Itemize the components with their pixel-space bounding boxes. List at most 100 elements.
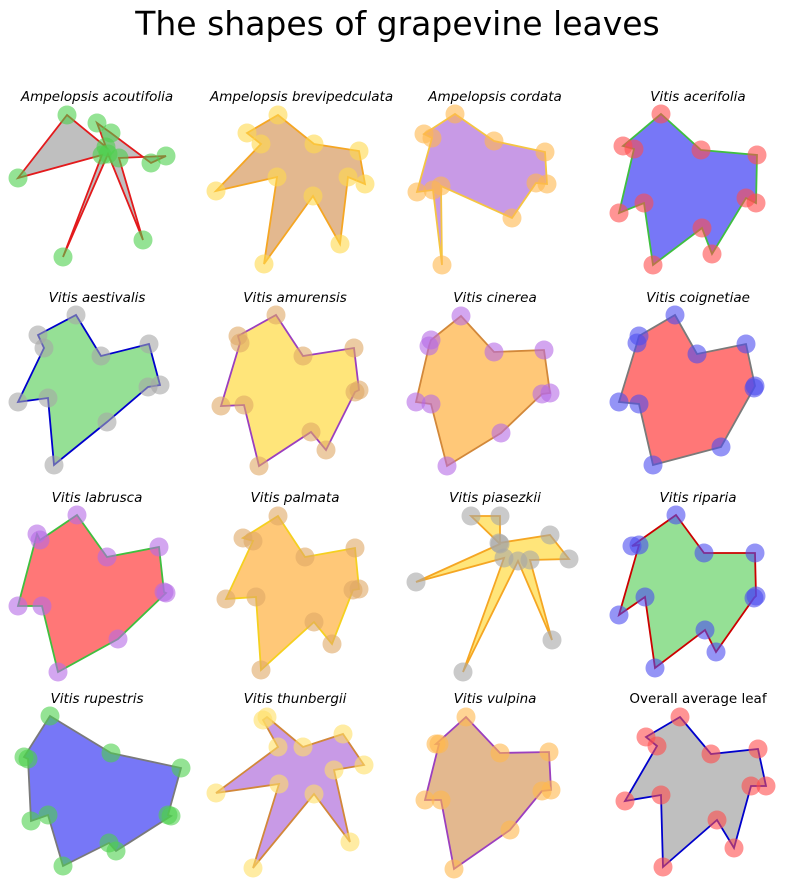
landmark-point bbox=[490, 743, 510, 763]
landmark-point bbox=[21, 811, 41, 831]
panel-title: Vitis acerifolia bbox=[650, 89, 746, 105]
landmark-point bbox=[206, 783, 226, 803]
landmark-point bbox=[295, 547, 315, 567]
landmark-point bbox=[437, 456, 457, 476]
leaf-plot bbox=[615, 707, 776, 877]
landmark-point bbox=[747, 145, 767, 165]
landmark-point bbox=[304, 134, 324, 154]
landmark-point bbox=[161, 806, 181, 826]
leaf-panel: Vitis thunbergii bbox=[206, 691, 380, 878]
landmark-point bbox=[156, 146, 176, 166]
landmark-point bbox=[349, 141, 369, 161]
landmark-point bbox=[99, 833, 119, 853]
leaf-panel: Vitis labrusca bbox=[8, 490, 182, 682]
landmark-point bbox=[304, 784, 324, 804]
landmark-point bbox=[340, 832, 360, 852]
landmark-point bbox=[216, 589, 236, 609]
landmark-point bbox=[461, 506, 481, 526]
leaf-panel: Vitis acerifolia bbox=[609, 89, 783, 275]
landmark-point bbox=[101, 123, 121, 143]
landmark-point bbox=[345, 538, 365, 558]
landmark-point bbox=[748, 739, 768, 759]
landmark-point bbox=[330, 234, 350, 254]
landmark-point bbox=[741, 776, 761, 796]
landmark-point bbox=[333, 724, 353, 744]
landmark-point bbox=[643, 455, 663, 475]
landmark-point bbox=[532, 781, 552, 801]
leaf-panel: Vitis rupestris bbox=[12, 691, 191, 876]
landmark-point bbox=[490, 534, 510, 554]
landmark-point bbox=[629, 394, 649, 414]
landmark-point bbox=[559, 549, 579, 569]
landmark-point bbox=[702, 244, 722, 264]
leaf-panel: Overall average leaf bbox=[613, 691, 783, 877]
landmark-point bbox=[324, 760, 344, 780]
leaf-plot bbox=[609, 305, 765, 475]
leaf-plot bbox=[609, 505, 766, 678]
landmark-point bbox=[141, 153, 161, 173]
landmark-point bbox=[421, 330, 441, 350]
landmark-point bbox=[502, 208, 522, 228]
landmark-point bbox=[97, 412, 117, 432]
panel-title: Vitis labrusca bbox=[51, 490, 143, 506]
panel-title: Vitis piasezkii bbox=[449, 490, 541, 506]
landmark-point bbox=[267, 167, 287, 187]
leaf-panel: Ampelopsis cordata bbox=[407, 89, 580, 275]
leaf-panel: Vitis coignetiae bbox=[609, 290, 783, 475]
landmark-point bbox=[484, 342, 504, 362]
landmark-point bbox=[28, 325, 48, 345]
landmark-point bbox=[526, 173, 546, 193]
landmark-point bbox=[251, 134, 271, 154]
landmark-point bbox=[48, 662, 68, 682]
leaf-panel: Vitis aestivalis bbox=[8, 290, 182, 475]
landmark-point bbox=[206, 181, 226, 201]
landmark-point bbox=[38, 388, 58, 408]
landmark-point bbox=[444, 859, 464, 879]
landmark-point bbox=[249, 456, 269, 476]
landmark-point bbox=[40, 706, 60, 726]
landmark-point bbox=[484, 131, 504, 151]
landmark-point bbox=[139, 334, 159, 354]
panel-title: Ampelopsis cordata bbox=[428, 89, 562, 105]
landmark-point bbox=[692, 218, 712, 238]
leaf-panel: Ampelopsis acoutifolia bbox=[8, 89, 182, 267]
landmark-point bbox=[707, 810, 727, 830]
leaf-plot bbox=[8, 105, 176, 267]
panel-title: Vitis thunbergii bbox=[243, 691, 347, 707]
landmark-point bbox=[622, 536, 642, 556]
landmark-point bbox=[615, 791, 635, 811]
landmark-point bbox=[171, 758, 191, 778]
panel-title: Vitis coignetiae bbox=[646, 290, 750, 306]
landmark-point bbox=[490, 506, 510, 526]
landmark-point bbox=[653, 857, 673, 877]
landmark-point bbox=[237, 123, 257, 143]
landmark-point bbox=[643, 255, 663, 275]
landmark-point bbox=[414, 124, 434, 144]
landmark-point bbox=[87, 113, 107, 133]
landmark-point bbox=[634, 193, 654, 213]
landmark-point bbox=[8, 168, 28, 188]
landmark-point bbox=[268, 105, 288, 125]
landmark-point bbox=[635, 587, 655, 607]
landmark-point bbox=[665, 305, 685, 325]
landmark-point bbox=[345, 382, 365, 402]
landmark-point bbox=[233, 528, 253, 548]
landmark-point bbox=[500, 820, 520, 840]
landmark-point bbox=[423, 180, 443, 200]
landmark-point bbox=[243, 858, 263, 878]
landmark-point bbox=[53, 856, 73, 876]
landmark-point bbox=[613, 136, 633, 156]
landmark-point bbox=[108, 629, 128, 649]
landmark-point bbox=[322, 634, 342, 654]
landmark-point bbox=[629, 326, 649, 346]
leaf-panel: Vitis piasezkii bbox=[406, 490, 580, 682]
landmark-point bbox=[609, 203, 629, 223]
landmark-point bbox=[53, 247, 73, 267]
landmark-point bbox=[343, 580, 363, 600]
landmark-point bbox=[453, 662, 473, 682]
landmark-point bbox=[66, 305, 86, 325]
landmark-point bbox=[540, 525, 560, 545]
landmark-point bbox=[301, 422, 321, 442]
leaf-plot bbox=[415, 707, 561, 879]
landmark-point bbox=[138, 377, 158, 397]
